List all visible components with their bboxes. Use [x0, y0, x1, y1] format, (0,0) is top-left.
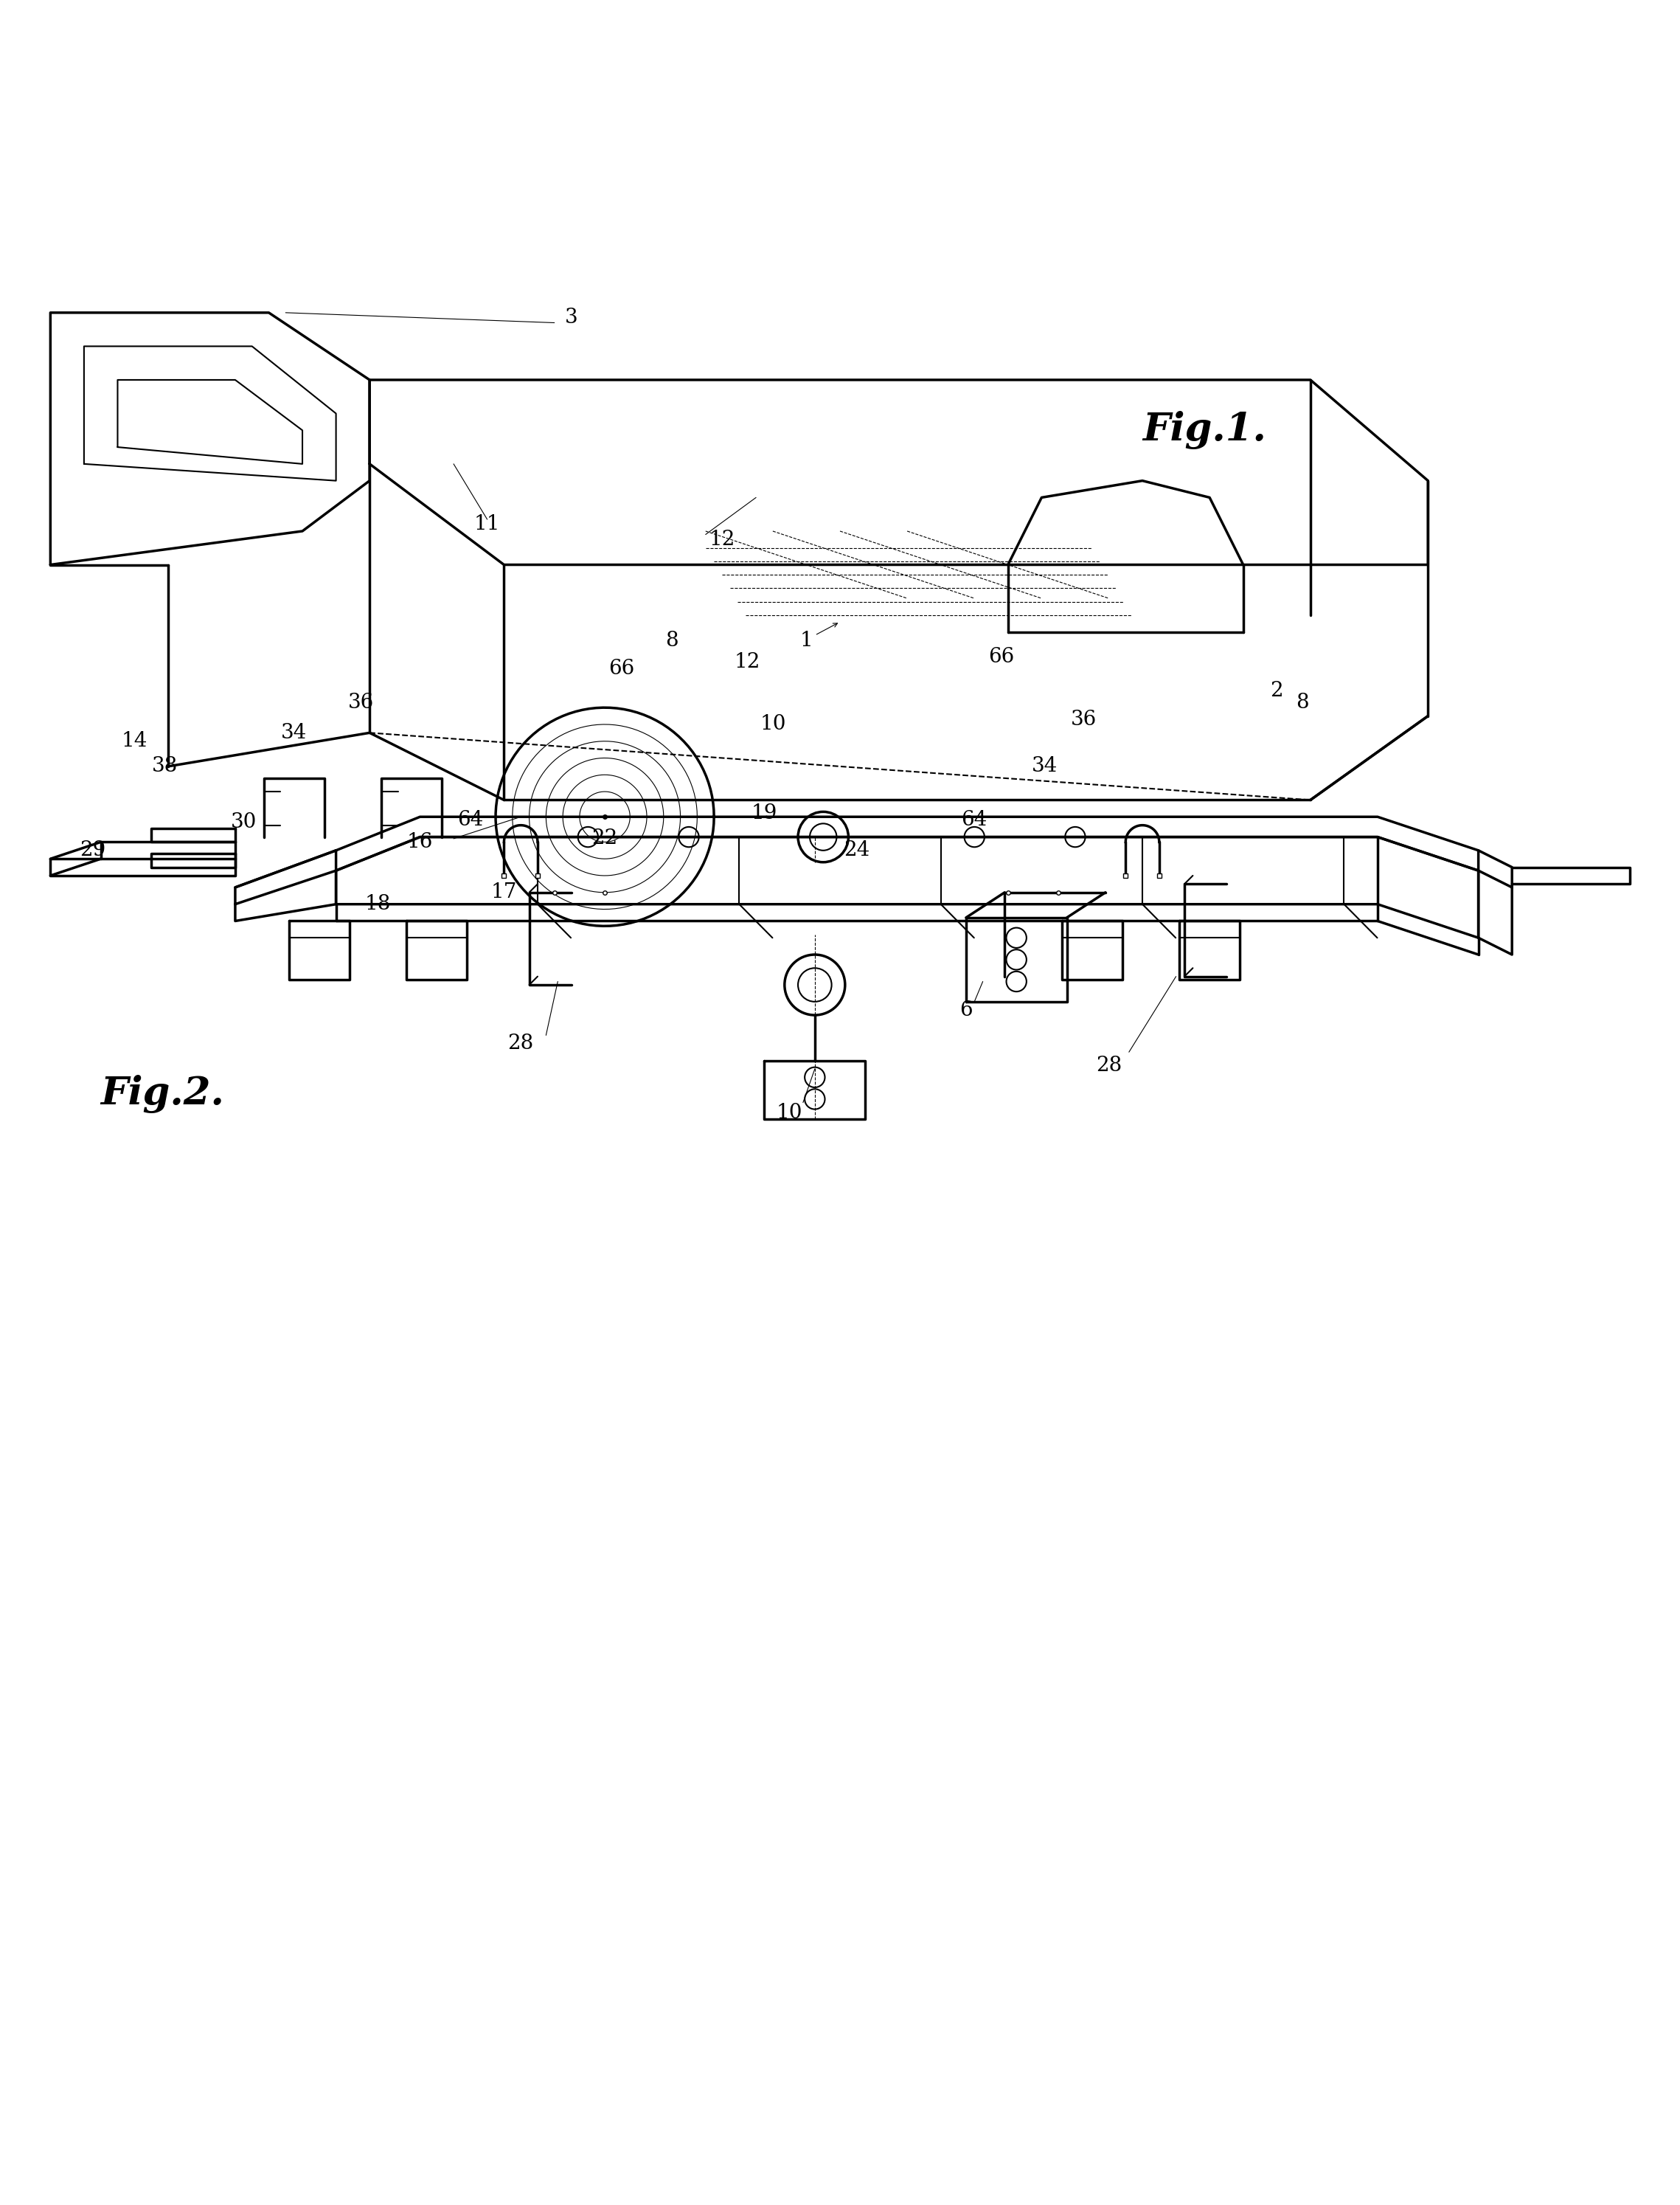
Text: 3: 3	[564, 309, 578, 329]
Text: 2: 2	[1270, 681, 1284, 701]
Text: 10: 10	[759, 714, 786, 734]
Text: 66: 66	[608, 659, 635, 679]
Text: 64: 64	[457, 809, 484, 829]
Text: 1: 1	[800, 631, 813, 650]
Text: 8: 8	[1295, 692, 1309, 712]
Text: 11: 11	[474, 514, 501, 534]
Text: 36: 36	[348, 692, 375, 712]
Text: 17: 17	[491, 882, 517, 902]
Text: 18: 18	[365, 895, 391, 915]
Text: Fig.2.: Fig.2.	[101, 1074, 225, 1114]
Text: 24: 24	[843, 840, 870, 860]
Text: 12: 12	[709, 529, 736, 549]
Text: 28: 28	[507, 1034, 534, 1054]
Text: 6: 6	[959, 1001, 973, 1021]
Text: 22: 22	[591, 829, 618, 849]
Text: 19: 19	[751, 803, 778, 822]
Text: 29: 29	[79, 840, 106, 860]
Text: 14: 14	[121, 732, 148, 752]
Text: 12: 12	[734, 653, 761, 673]
Text: 36: 36	[1070, 710, 1097, 730]
Text: 64: 64	[961, 809, 988, 829]
Text: 10: 10	[776, 1102, 803, 1122]
Text: 34: 34	[281, 723, 307, 743]
Text: 66: 66	[988, 648, 1015, 668]
Text: 38: 38	[151, 756, 178, 776]
Text: 30: 30	[230, 811, 257, 831]
Text: 34: 34	[1032, 756, 1058, 776]
Text: 8: 8	[665, 631, 679, 650]
Text: 16: 16	[407, 831, 433, 851]
Text: 28: 28	[1095, 1056, 1122, 1076]
Text: Fig.1.: Fig.1.	[1142, 410, 1267, 450]
